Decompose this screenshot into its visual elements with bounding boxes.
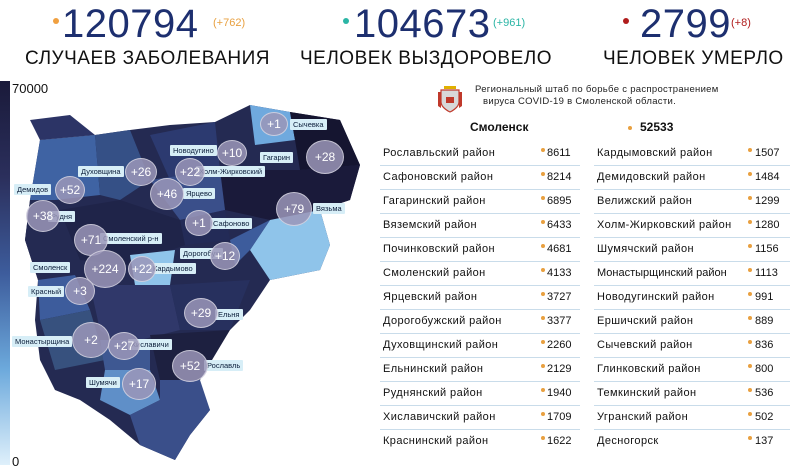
capital-name: Смоленск <box>470 120 529 134</box>
staff-header: Региональный штаб по борьбе с распростра… <box>433 84 798 114</box>
coat-of-arms-icon <box>438 86 462 113</box>
map-label-gagarin: Гагарин <box>260 152 294 163</box>
table-row: Шумячский район 1156 <box>594 237 790 262</box>
header-line-2: вируса COVID-19 в Смоленской области. <box>483 96 677 107</box>
table-row: Кардымовский район 1507 <box>594 141 790 166</box>
capital-value: 52533 <box>640 120 674 134</box>
table-row: Новодугинский район 991 <box>594 285 790 310</box>
bubble-dukhovshchina: +26 <box>125 158 157 186</box>
map-label-yartsevo: Ярцево <box>183 188 216 199</box>
table-row: Краснинский район 1622 <box>383 435 572 447</box>
bubble-monastyrshchina: +2 <box>72 322 110 358</box>
bubble-dorogobuzh: +12 <box>210 242 240 270</box>
deaths-dot <box>623 18 629 24</box>
map-label-demidov: Демидов <box>14 184 52 195</box>
bubble-roslavl: +52 <box>172 350 208 382</box>
cases-label: Случаев заболевания <box>25 48 271 69</box>
table-row: Ельнинский район 2129 <box>380 357 580 382</box>
map-label-kardymovo: Кардымово <box>150 263 196 274</box>
bubble-yartsevo: +46 <box>150 178 184 210</box>
table-row: Сафоновский район 8214 <box>380 165 580 190</box>
table-row: Гагаринский район 6895 <box>380 189 580 214</box>
stat-deaths: 2799 (+8) Человек умерло <box>590 0 800 72</box>
map-label-krasny: Красный <box>28 286 65 297</box>
table-row: Монастырщинский район 1113 <box>594 261 790 286</box>
recovered-dot <box>343 18 349 24</box>
map-label-kholm: Холм-Жирковский <box>196 166 266 177</box>
recovered-label: Человек выздоровело <box>300 48 553 69</box>
deaths-number: 2799 <box>640 2 731 46</box>
map-label-sychevka: Сычевка <box>290 119 327 130</box>
table-row: Смоленский район 4133 <box>380 261 580 286</box>
table-row: Ершичский район 889 <box>594 309 790 334</box>
bubble-krasny: +3 <box>65 277 95 305</box>
map-label-rudnya: Рудня <box>48 211 76 222</box>
bubble-sychevka: +1 <box>260 112 288 136</box>
cases-dot <box>53 18 59 24</box>
region-ugra <box>250 210 330 280</box>
map-label-smolensky-district: Смоленский р-н <box>100 233 162 244</box>
bubble-novodugino: +10 <box>217 140 247 166</box>
bubble-gagarin: +28 <box>306 140 344 174</box>
capital-dot <box>628 126 632 130</box>
table-row: Десногорск 137 <box>597 435 774 447</box>
table-row: Дорогобужский район 3377 <box>380 309 580 334</box>
bubble-safonovo: +1 <box>185 210 213 236</box>
map-label-shumyachi: Шумячи <box>86 377 120 388</box>
bubble-khislavichi: +27 <box>108 332 140 360</box>
smolensk-region-map <box>25 105 360 460</box>
header-line-1: Региональный штаб по борьбе с распростра… <box>475 84 719 95</box>
table-row: Холм-Жирковский район 1280 <box>594 213 790 238</box>
legend-max-label: 70000 <box>12 81 49 96</box>
stat-cases: 120794 (+762) Случаев заболевания <box>0 0 270 72</box>
map-label-roslavl: Рославль <box>204 360 244 371</box>
bubble-shumyachi: +17 <box>122 368 156 400</box>
map-label-dorogobuzh: Дорогобуж <box>180 248 224 259</box>
bubble-rudnya: +38 <box>26 200 60 232</box>
table-row: Рославльский район 8611 <box>380 141 580 166</box>
map-label-vyazma: Вязьма <box>313 203 345 214</box>
bubble-vyazma: +79 <box>276 192 312 226</box>
map-label-khislavichi: Хиславичи <box>128 339 172 350</box>
table-row: Сычевский район 836 <box>594 333 790 358</box>
map-label-smolensk: Смоленск <box>30 262 71 273</box>
stat-recovered: 104673 (+961) Человек выздоровело <box>280 0 552 72</box>
cases-number: 120794 <box>62 2 199 46</box>
recovered-number: 104673 <box>354 2 491 46</box>
cases-delta: (+762) <box>213 17 246 29</box>
region-pochinok <box>90 285 180 345</box>
table-row: Ярцевский район 3727 <box>380 285 580 310</box>
table-row: Демидовский район 1484 <box>594 165 790 190</box>
bubble-yelnya: +29 <box>184 298 218 328</box>
bubble-kardymovo: +22 <box>128 256 156 282</box>
deaths-label: Человек умерло <box>603 48 784 69</box>
table-row: Темкинский район 536 <box>594 381 790 406</box>
staff-header-text: Региональный штаб по борьбе с распростра… <box>475 84 719 108</box>
table-row: Велижский район 1299 <box>594 189 790 214</box>
table-row: Починковский район 4681 <box>380 237 580 262</box>
table-row: Вяземский район 6433 <box>380 213 580 238</box>
table-row: Руднянский район 1940 <box>380 381 580 406</box>
map-label-monastyrshchina: Монастырщина <box>12 336 73 347</box>
color-scale-legend <box>0 81 10 465</box>
map-label-safonovo: Сафоново <box>210 218 253 229</box>
bubble-kholm: +22 <box>175 158 205 186</box>
map-label-dukhovshchina: Духовщина <box>78 166 124 177</box>
map-label-novodugino: Новодугино <box>170 145 217 156</box>
deaths-delta: (+8) <box>731 17 751 29</box>
table-row: Глинковский район 800 <box>594 357 790 382</box>
region-velizh <box>30 115 95 140</box>
table-row: Угранский район 502 <box>594 405 790 430</box>
legend-min-label: 0 <box>12 454 20 469</box>
map-label-yelnya: Ельня <box>215 309 243 320</box>
recovered-delta: (+961) <box>493 17 526 29</box>
table-row: Духовщинский район 2260 <box>380 333 580 358</box>
bubble-demidov: +52 <box>55 176 85 204</box>
table-row: Хиславичский район 1709 <box>380 405 580 430</box>
region-ershichi <box>130 380 210 460</box>
region-temkino <box>230 220 270 265</box>
